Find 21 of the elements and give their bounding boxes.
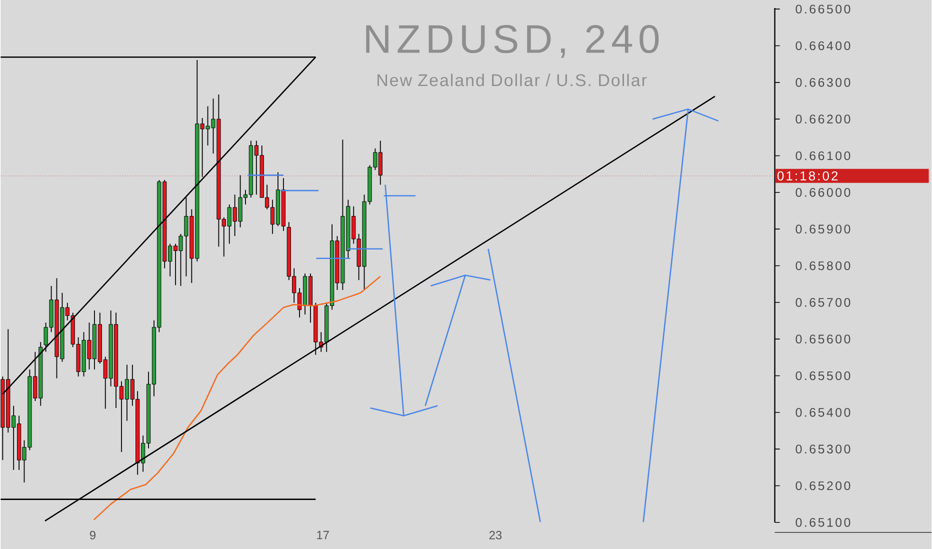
ref-line-label: 01:18:02 (777, 171, 838, 180)
x-tick-label: 17 (317, 530, 329, 539)
y-tick-label: 0.66400 (796, 41, 850, 50)
y-tick-label: 0.66500 (796, 4, 850, 14)
chart-title: NZDUSD, 240 (366, 24, 659, 58)
y-tick-label: 0.66000 (796, 188, 850, 197)
x-tick-label: 9 (90, 530, 96, 540)
y-tick-label: 0.66300 (796, 78, 850, 87)
y-tick-label: 0.65300 (796, 444, 850, 454)
y-tick-label: 0.65100 (796, 518, 850, 527)
y-tick-label: 0.65700 (796, 298, 850, 307)
y-tick-label: 0.65600 (796, 334, 850, 344)
y-tick-label: 0.65200 (796, 481, 850, 490)
y-tick-label: 0.66100 (796, 151, 850, 160)
y-tick-label: 0.66200 (796, 114, 850, 124)
y-tick-label: 0.65500 (796, 371, 850, 380)
y-tick-label: 0.65800 (796, 261, 850, 270)
y-tick-label: 0.65400 (796, 408, 850, 417)
text: New Zealand Dollar / U.S. Dollar (378, 74, 647, 86)
x-tick-label: 23 (489, 530, 502, 540)
y-tick-label: 0.65900 (796, 224, 850, 234)
